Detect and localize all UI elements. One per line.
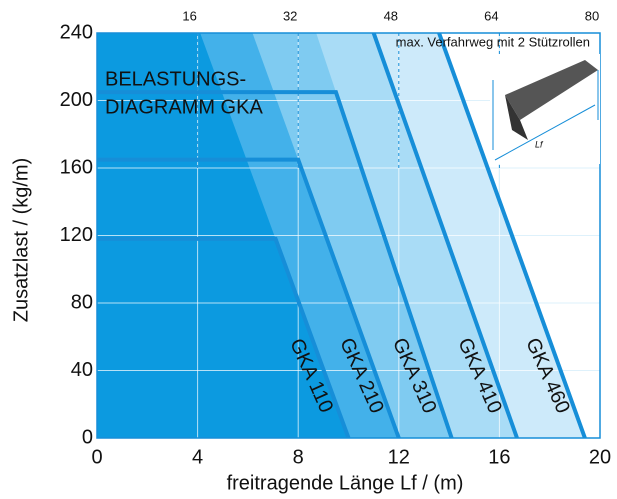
- x-tick-label: 0: [91, 446, 102, 468]
- x-tick-label: 4: [192, 446, 203, 468]
- x-tick-label: 16: [488, 446, 510, 468]
- y-tick-label: 0: [82, 426, 93, 448]
- annotation: BELASTUNGS-: [105, 68, 246, 90]
- x2-tick-label: 48: [384, 8, 398, 23]
- chart: freitragende Länge Lf / (m) Zusatzlast /…: [0, 0, 617, 499]
- product-image: [490, 54, 600, 164]
- x-axis-label: freitragende Länge Lf / (m): [227, 472, 464, 494]
- x-tick-label: 8: [293, 446, 304, 468]
- x2-tick-label: 16: [182, 8, 196, 23]
- annotation: DIAGRAMM GKA: [105, 96, 263, 118]
- y-tick-label: 120: [60, 224, 93, 246]
- y-tick-label: 40: [71, 359, 93, 381]
- y-tick-label: 240: [60, 21, 93, 43]
- y-axis-label: Zusatzlast / (kg/m): [10, 158, 32, 322]
- x2-tick-label: 32: [283, 8, 297, 23]
- y-tick-label: 80: [71, 291, 93, 313]
- x-tick-label: 12: [388, 446, 410, 468]
- x2-tick-label: 80: [585, 8, 599, 23]
- annotation: max. Verfahrweg mit 2 Stützrollen: [396, 34, 590, 49]
- x2-tick-label: 64: [484, 8, 498, 23]
- y-tick-label: 160: [60, 156, 93, 178]
- x-tick-label: 20: [589, 446, 611, 468]
- y-tick-label: 200: [60, 89, 93, 111]
